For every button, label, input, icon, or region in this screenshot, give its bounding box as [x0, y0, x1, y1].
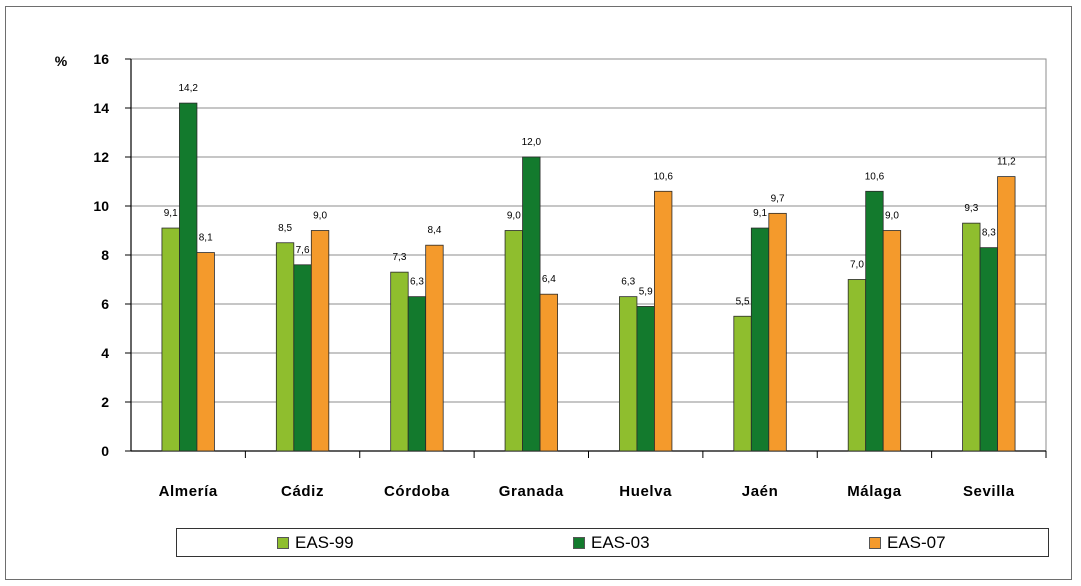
legend-label-eas-07: EAS-07: [887, 533, 946, 552]
x-tick-label-jaen: Jaén: [742, 483, 779, 500]
x-tick-label-huelva: Huelva: [619, 483, 672, 500]
bar-eas-07-cadiz: [310, 230, 330, 452]
data-label-eas-03-cadiz: 7,6: [296, 245, 310, 256]
bar-eas-99-granada: [504, 230, 523, 452]
data-label-eas-03-almeria: 14,2: [178, 83, 198, 94]
bar-eas-99-cadiz: [275, 242, 295, 452]
bar-eas-99-cordoba: [390, 271, 409, 452]
bar-eas-03-cordoba: [407, 296, 427, 452]
bar-eas-03-sevilla: [979, 247, 998, 452]
data-label-eas-99-jaen: 5,5: [736, 296, 750, 307]
data-label-eas-99-huelva: 6,3: [621, 277, 635, 288]
data-label-eas-03-malaga: 10,6: [865, 171, 885, 182]
data-label-eas-03-cordoba: 6,3: [410, 277, 424, 288]
bar-eas-07-granada: [539, 293, 558, 452]
bar-eas-07-almeria: [196, 252, 215, 452]
bar-eas-03-almeria: [179, 102, 198, 452]
legend-swatch-eas-03: [573, 537, 585, 549]
legend-label-eas-99: EAS-99: [295, 533, 354, 552]
y-tick-label: 16: [93, 51, 109, 67]
bar-eas-07-huelva: [654, 190, 673, 452]
bar-eas-07-malaga: [882, 230, 902, 452]
y-tick-label: 14: [93, 100, 109, 116]
data-label-eas-07-almeria: 8,1: [199, 233, 213, 244]
data-label-eas-03-sevilla: 8,3: [982, 228, 996, 239]
legend-item-eas-07: EAS-07: [869, 533, 946, 553]
data-label-eas-07-granada: 6,4: [542, 274, 556, 285]
x-tick-label-malaga: Málaga: [847, 483, 902, 500]
x-tick-label-cadiz: Cádiz: [281, 483, 324, 500]
y-axis-label: %: [55, 53, 68, 69]
data-label-eas-07-sevilla: 11,2: [997, 157, 1016, 168]
y-tick-label: 6: [101, 296, 109, 312]
x-tick-label-almeria: Almería: [159, 483, 218, 500]
y-tick-label: 12: [93, 149, 109, 165]
bar-eas-99-sevilla: [962, 222, 981, 452]
bar-eas-07-cordoba: [425, 244, 444, 452]
data-label-eas-99-almeria: 9,1: [164, 208, 178, 219]
data-label-eas-07-cadiz: 9,0: [313, 211, 327, 222]
bar-eas-07-jaen: [768, 212, 787, 452]
data-label-eas-03-huelva: 5,9: [639, 286, 653, 297]
legend-label-eas-03: EAS-03: [591, 533, 650, 552]
data-label-eas-99-granada: 9,0: [507, 211, 521, 222]
bar-eas-03-granada: [522, 156, 541, 452]
data-label-eas-99-malaga: 7,0: [850, 260, 864, 271]
legend-item-eas-99: EAS-99: [277, 533, 354, 553]
y-tick-label: 4: [101, 345, 109, 361]
data-label-eas-99-cordoba: 7,3: [392, 252, 406, 263]
bar-eas-07-sevilla: [997, 176, 1016, 452]
data-label-eas-03-granada: 12,0: [522, 137, 542, 148]
legend: EAS-99 EAS-03 EAS-07: [176, 528, 1049, 557]
x-tick-label-granada: Granada: [499, 483, 564, 500]
y-tick-label: 0: [101, 443, 109, 459]
data-label-eas-03-jaen: 9,1: [753, 208, 767, 219]
data-label-eas-07-huelva: 10,6: [653, 171, 673, 182]
bar-eas-99-jaen: [733, 315, 752, 452]
y-tick-label: 10: [93, 198, 109, 214]
data-label-eas-07-malaga: 9,0: [885, 211, 899, 222]
bar-eas-99-huelva: [619, 296, 638, 452]
data-label-eas-07-cordoba: 8,4: [427, 225, 441, 236]
x-tick-label-sevilla: Sevilla: [963, 483, 1015, 500]
bar-eas-99-almeria: [161, 227, 180, 452]
data-label-eas-99-cadiz: 8,5: [278, 223, 292, 234]
legend-item-eas-03: EAS-03: [573, 533, 650, 553]
bar-eas-03-cadiz: [293, 264, 312, 452]
data-label-eas-99-sevilla: 9,3: [964, 203, 978, 214]
data-label-eas-07-jaen: 9,7: [771, 193, 785, 204]
bar-eas-03-huelva: [636, 306, 655, 452]
y-tick-label: 2: [101, 394, 109, 410]
bar-eas-03-jaen: [750, 227, 770, 452]
legend-swatch-eas-99: [277, 537, 289, 549]
bar-eas-03-malaga: [865, 190, 884, 452]
bar-eas-99-malaga: [847, 279, 867, 452]
y-tick-label: 8: [101, 247, 109, 263]
x-tick-label-cordoba: Córdoba: [384, 483, 450, 500]
legend-swatch-eas-07: [869, 537, 881, 549]
